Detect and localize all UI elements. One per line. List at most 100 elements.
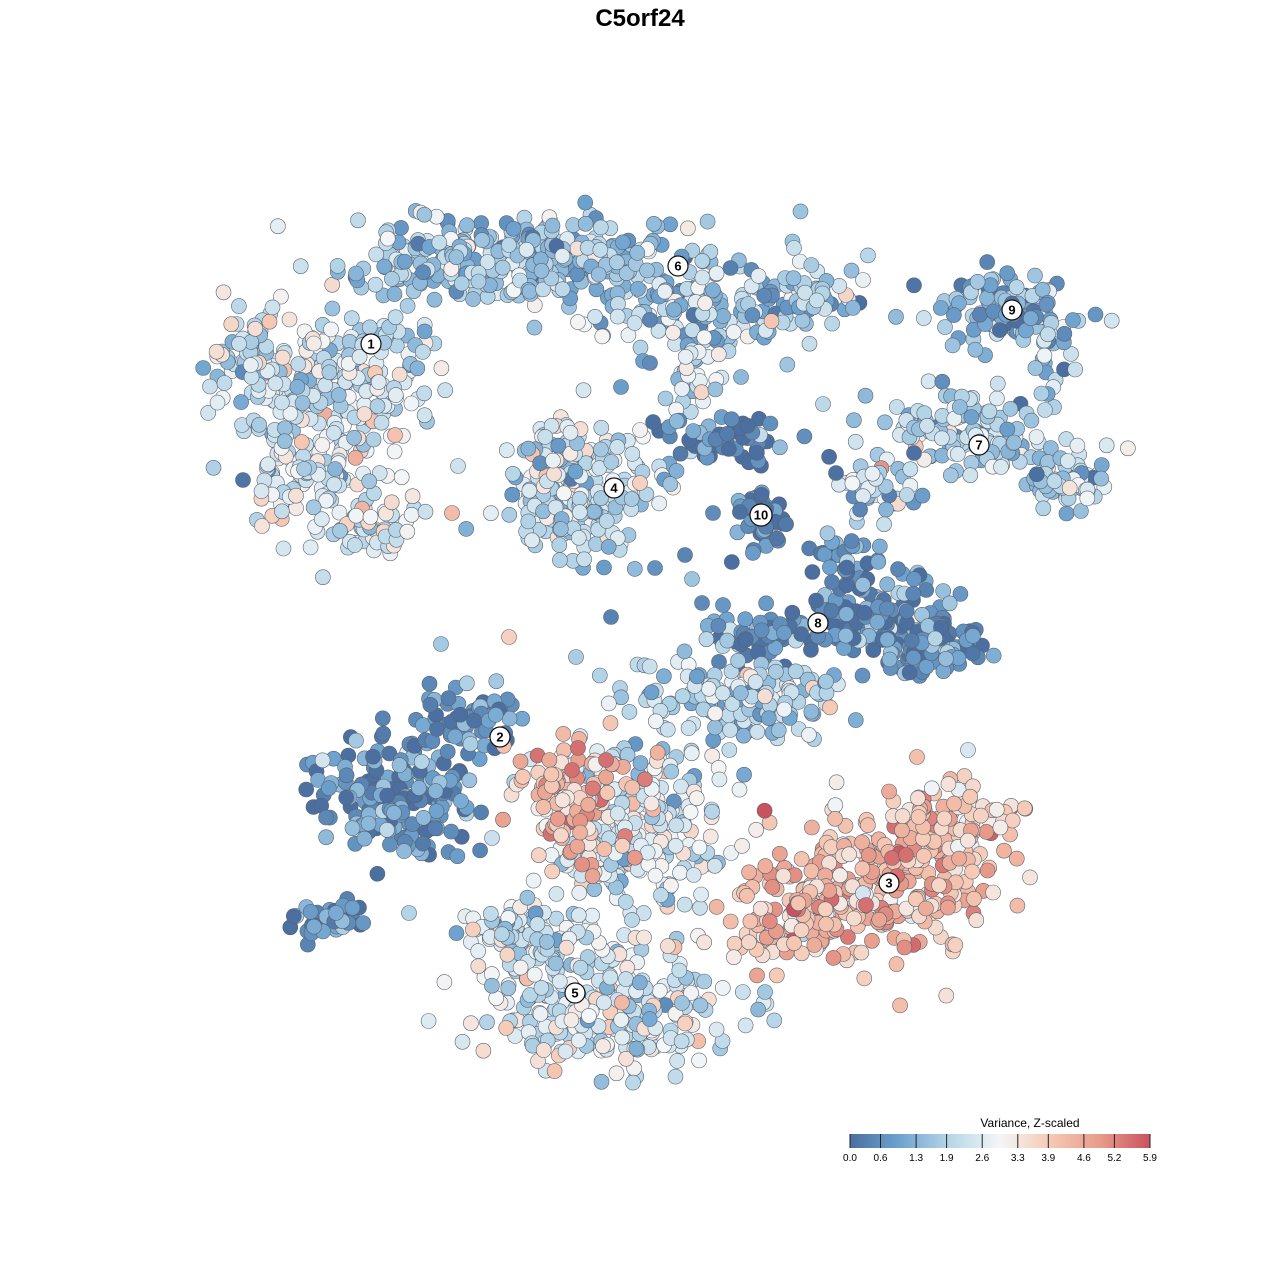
data-point bbox=[298, 781, 315, 798]
cluster-label-text: 2 bbox=[496, 730, 503, 745]
data-point bbox=[635, 905, 652, 921]
data-point bbox=[725, 949, 742, 966]
data-point bbox=[742, 913, 759, 930]
data-point bbox=[572, 824, 588, 841]
data-point bbox=[722, 722, 738, 738]
data-point bbox=[396, 253, 413, 270]
data-point bbox=[411, 780, 427, 796]
data-point bbox=[422, 696, 439, 713]
data-point bbox=[626, 849, 643, 866]
data-point bbox=[484, 830, 500, 846]
data-point bbox=[575, 382, 592, 399]
data-point bbox=[396, 843, 412, 859]
data-point bbox=[1063, 346, 1079, 362]
data-point bbox=[677, 1015, 693, 1032]
data-point bbox=[684, 322, 701, 339]
data-point bbox=[415, 835, 431, 852]
data-point bbox=[520, 440, 537, 457]
data-point bbox=[732, 685, 749, 701]
data-point bbox=[505, 221, 522, 237]
data-point bbox=[899, 487, 915, 503]
data-point bbox=[769, 530, 785, 547]
data-point bbox=[1103, 312, 1120, 329]
data-point bbox=[315, 569, 331, 586]
data-point bbox=[854, 667, 871, 684]
colorbar-legend: Variance, Z-scaled 0.0 0.6 1.3 1.9 2.6 3.3 3.9… bbox=[843, 1116, 1157, 1164]
data-point bbox=[991, 322, 1008, 338]
data-point bbox=[988, 801, 1005, 818]
data-point bbox=[331, 504, 348, 521]
data-point bbox=[501, 629, 517, 645]
data-point bbox=[347, 450, 364, 466]
cluster-label-text: 7 bbox=[975, 438, 982, 453]
data-point bbox=[824, 315, 840, 332]
data-point bbox=[787, 663, 804, 680]
data-point bbox=[823, 602, 840, 619]
data-point bbox=[906, 277, 922, 294]
cluster-labels-layer: 1 2 3 4 5 6 7 8 9 10 bbox=[360, 255, 1023, 1004]
data-point bbox=[293, 434, 310, 450]
data-point bbox=[571, 504, 588, 520]
cluster-label-2: 2 bbox=[489, 726, 511, 748]
cluster-label-badge bbox=[968, 434, 990, 456]
data-point bbox=[603, 454, 620, 470]
data-point bbox=[858, 897, 874, 913]
data-point bbox=[803, 642, 819, 658]
data-point bbox=[853, 944, 870, 961]
data-point bbox=[386, 805, 402, 821]
cluster-label-10: 10 bbox=[749, 503, 773, 527]
data-point bbox=[1023, 310, 1039, 327]
data-point bbox=[753, 486, 770, 503]
data-point bbox=[473, 804, 489, 821]
data-point bbox=[847, 712, 864, 728]
data-point bbox=[855, 488, 871, 505]
data-point bbox=[855, 576, 871, 593]
data-point bbox=[344, 820, 361, 837]
data-point bbox=[871, 911, 888, 928]
data-point bbox=[429, 721, 445, 737]
data-point bbox=[305, 335, 322, 352]
data-point bbox=[677, 348, 694, 365]
data-point bbox=[827, 810, 843, 827]
data-point bbox=[711, 654, 727, 670]
data-point bbox=[443, 823, 460, 840]
data-point bbox=[841, 846, 857, 863]
data-point bbox=[459, 675, 475, 692]
data-point bbox=[876, 516, 892, 533]
data-point bbox=[426, 291, 443, 308]
data-point bbox=[979, 862, 996, 879]
data-point bbox=[898, 900, 915, 917]
data-point bbox=[393, 220, 409, 236]
cluster-label-5: 5 bbox=[564, 982, 586, 1004]
cluster-label-text: 8 bbox=[814, 616, 821, 631]
data-point bbox=[657, 390, 674, 407]
data-point bbox=[274, 394, 290, 411]
data-point bbox=[747, 674, 764, 690]
data-point bbox=[837, 627, 854, 644]
data-point bbox=[642, 312, 658, 328]
data-point bbox=[708, 265, 725, 282]
data-point bbox=[1098, 437, 1115, 454]
data-point bbox=[479, 1014, 495, 1031]
data-point bbox=[1061, 480, 1078, 496]
data-point bbox=[555, 726, 572, 742]
data-point bbox=[529, 916, 546, 933]
data-point bbox=[843, 533, 860, 549]
data-point bbox=[537, 429, 554, 445]
data-point bbox=[420, 1013, 437, 1029]
cluster-label-badge bbox=[489, 726, 511, 748]
data-point bbox=[494, 259, 511, 276]
data-point bbox=[254, 518, 270, 534]
data-point bbox=[981, 403, 998, 420]
data-point bbox=[544, 863, 561, 880]
data-point bbox=[281, 311, 298, 328]
data-point bbox=[323, 321, 339, 338]
data-point bbox=[685, 867, 702, 883]
colorbar-tick-label: 3.9 bbox=[1041, 1153, 1055, 1164]
data-point bbox=[458, 521, 475, 537]
data-point bbox=[351, 349, 368, 365]
data-point bbox=[749, 444, 765, 461]
data-point bbox=[562, 424, 579, 441]
data-point bbox=[947, 937, 964, 953]
data-point bbox=[552, 552, 568, 568]
